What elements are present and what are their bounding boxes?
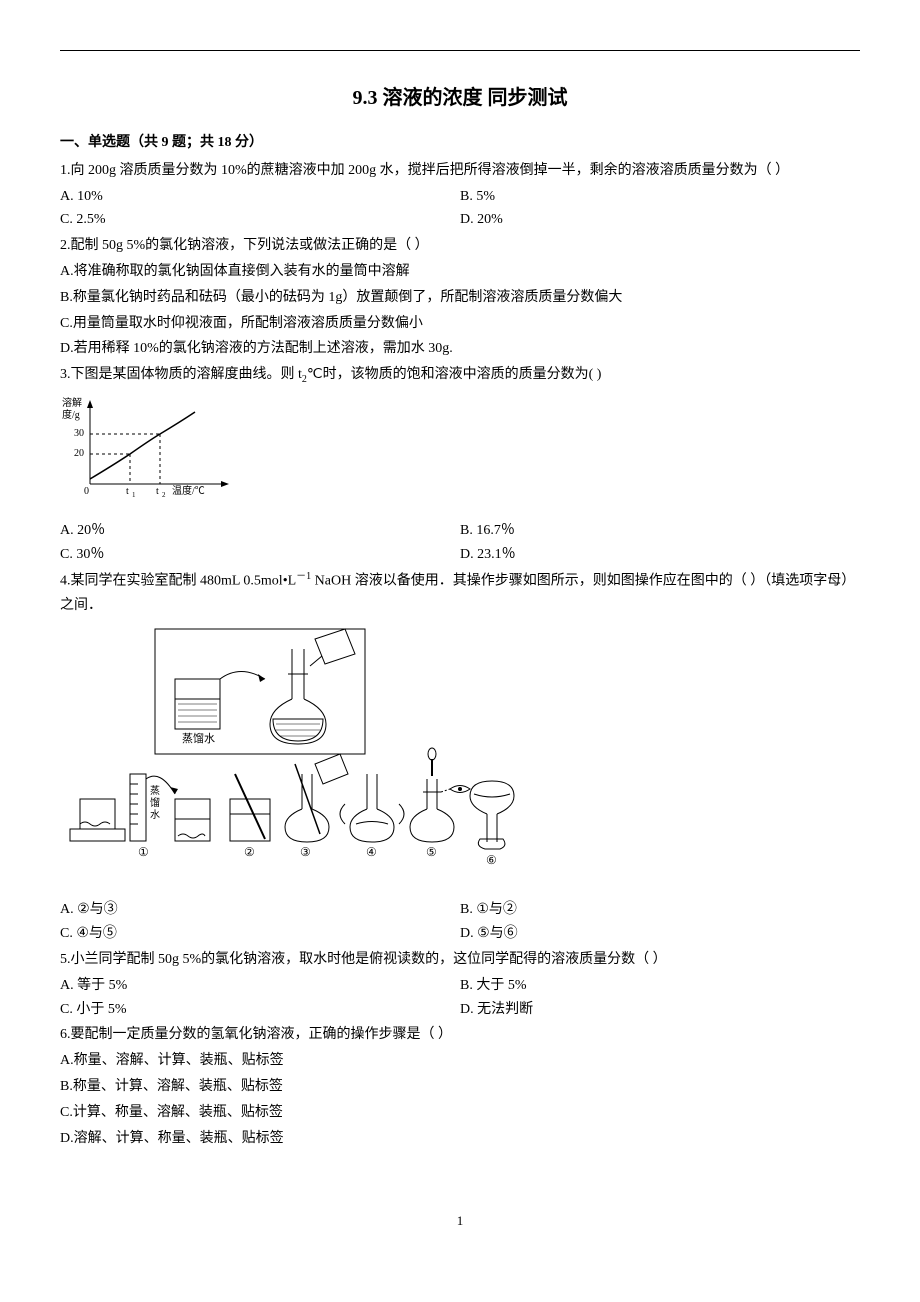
label-z3: 馏 <box>150 796 160 809</box>
q1-stem: 1.向 200g 溶质质量分数为 10%的蔗糖溶液中加 200g 水，搅拌后把所… <box>60 159 860 183</box>
xlabel: 温度/℃ <box>172 484 205 497</box>
label-z2: 蒸 <box>150 785 160 797</box>
step-1: 蒸 馏 水 ① <box>70 774 210 859</box>
q3-opt-a: A. 20％ <box>60 519 460 543</box>
y-arrow <box>87 400 93 408</box>
xtick-t1: t <box>126 486 129 497</box>
q1-opt-d: D. 20% <box>460 208 860 232</box>
q5-opt-c: C. 小于 5% <box>60 998 460 1022</box>
step-3: ③ <box>285 754 348 859</box>
q6-opt-a: A.称量、溶解、计算、装瓶、贴标签 <box>60 1049 860 1073</box>
step-5: ⑤ <box>410 748 470 859</box>
x-arrow <box>221 481 229 487</box>
label-z4: 水 <box>150 809 160 821</box>
xtick-t2-sub: 2 <box>162 491 166 499</box>
q6-opt-c: C.计算、称量、溶解、装瓶、贴标签 <box>60 1101 860 1125</box>
q1-opt-c: C. 2.5% <box>60 208 460 232</box>
num-6: ⑥ <box>486 853 497 867</box>
q4-opt-d: D. ⑤与⑥ <box>460 922 860 946</box>
q4-opt-b: B. ①与② <box>460 898 860 922</box>
num-5: ⑤ <box>426 845 437 859</box>
ytick-20: 20 <box>74 448 84 459</box>
page-number: 1 <box>60 1210 860 1232</box>
num-4: ④ <box>366 845 377 859</box>
ylabel-2: 度/g <box>62 408 80 421</box>
q4-sup: －1 <box>296 571 311 582</box>
ylabel-1: 溶解 <box>62 396 82 409</box>
page-title: 9.3 溶液的浓度 同步测试 <box>60 81 860 115</box>
q4-options: A. ②与③ B. ①与② C. ④与⑤ D. ⑤与⑥ <box>60 898 860 946</box>
ytick-30: 30 <box>74 428 84 439</box>
q4-figure: 蒸馏水 <box>60 624 860 893</box>
step-2: ② <box>230 774 270 859</box>
top-flask <box>270 629 355 744</box>
num-1: ① <box>138 845 149 859</box>
q4-opt-a: A. ②与③ <box>60 898 460 922</box>
q3-stem-a: 3.下图是某固体物质的溶解度曲线。则 t <box>60 367 302 382</box>
q1-options: A. 10% B. 5% C. 2.5% D. 20% <box>60 185 860 233</box>
xtick-t1-sub: 1 <box>132 491 136 499</box>
q5-opt-d: D. 无法判断 <box>460 998 860 1022</box>
section-heading: 一、单选题（共 9 题；共 18 分） <box>60 131 860 155</box>
num-3: ③ <box>300 845 311 859</box>
top-beaker: 蒸馏水 <box>175 671 265 745</box>
q3-stem: 3.下图是某固体物质的溶解度曲线。则 t2℃时，该物质的饱和溶液中溶质的质量分数… <box>60 363 860 388</box>
q3-stem-b: ℃时，该物质的饱和溶液中溶质的质量分数为( ) <box>307 367 602 382</box>
q2-opt-d: D.若用稀释 10%的氯化钠溶液的方法配制上述溶液，需加水 30g. <box>60 337 860 361</box>
q2-stem: 2.配制 50g 5%的氯化钠溶液，下列说法或做法正确的是（ ） <box>60 234 860 258</box>
q1-opt-a: A. 10% <box>60 185 460 209</box>
q5-options: A. 等于 5% B. 大于 5% C. 小于 5% D. 无法判断 <box>60 974 860 1022</box>
q6-stem: 6.要配制一定质量分数的氢氧化钠溶液，正确的操作步骤是（ ） <box>60 1023 860 1047</box>
q3-chart: 溶解 度/g 30 20 0 t 1 t 2 温度/℃ <box>60 394 860 513</box>
xtick-t2: t <box>156 486 159 497</box>
q3-options: A. 20％ B. 16.7％ C. 30％ D. 23.1％ <box>60 519 860 567</box>
step-4: ④ <box>340 774 404 859</box>
origin-0: 0 <box>84 486 89 497</box>
solubility-curve <box>90 412 195 479</box>
q5-stem: 5.小兰同学配制 50g 5%的氯化钠溶液，取水时他是俯视读数的，这位同学配得的… <box>60 948 860 972</box>
q3-opt-d: D. 23.1％ <box>460 543 860 567</box>
q6-opt-d: D.溶解、计算、称量、装瓶、贴标签 <box>60 1127 860 1151</box>
top-rule <box>60 50 860 51</box>
label-zhengliu: 蒸馏水 <box>182 731 215 745</box>
q5-opt-b: B. 大于 5% <box>460 974 860 998</box>
q2-opt-a: A.将准确称取的氯化钠固体直接倒入装有水的量筒中溶解 <box>60 260 860 284</box>
q4-opt-c: C. ④与⑤ <box>60 922 460 946</box>
q6-opt-b: B.称量、计算、溶解、装瓶、贴标签 <box>60 1075 860 1099</box>
q2-opt-b: B.称量氯化钠时药品和砝码（最小的砝码为 1g）放置颠倒了，所配制溶液溶质质量分… <box>60 286 860 310</box>
q2-opt-c: C.用量筒量取水时仰视液面，所配制溶液溶质质量分数偏小 <box>60 312 860 336</box>
step-6: ⑥ <box>470 781 514 867</box>
q3-opt-b: B. 16.7％ <box>460 519 860 543</box>
q1-opt-b: B. 5% <box>460 185 860 209</box>
q4-stem: 4.某同学在实验室配制 480mL 0.5mol•L－1 NaOH 溶液以备使用… <box>60 568 860 617</box>
q5-opt-a: A. 等于 5% <box>60 974 460 998</box>
q4-stem-a: 4.某同学在实验室配制 480mL 0.5mol•L <box>60 574 296 589</box>
q3-opt-c: C. 30％ <box>60 543 460 567</box>
num-2: ② <box>244 845 255 859</box>
